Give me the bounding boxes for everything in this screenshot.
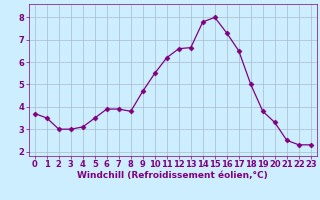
X-axis label: Windchill (Refroidissement éolien,°C): Windchill (Refroidissement éolien,°C)	[77, 171, 268, 180]
